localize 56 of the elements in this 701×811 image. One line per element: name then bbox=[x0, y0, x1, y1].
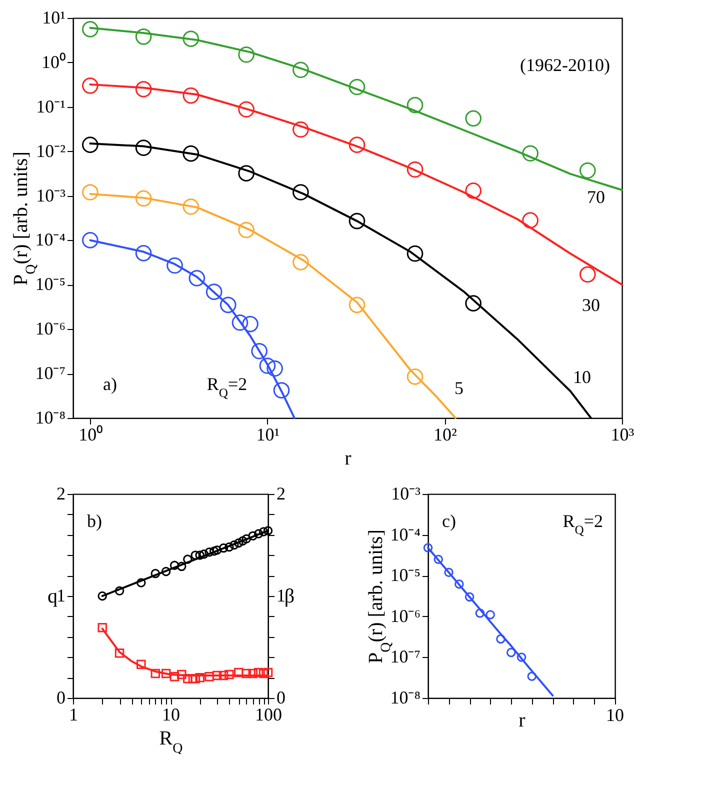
x-tick-label: 10¹ bbox=[256, 424, 280, 444]
point bbox=[423, 543, 433, 552]
y-tick-label: 2 bbox=[56, 484, 66, 504]
x-tick-label: 1 bbox=[69, 704, 78, 724]
point bbox=[444, 568, 454, 577]
y-tick-label: 10⁻¹ bbox=[36, 96, 66, 116]
y-axis-title: q bbox=[48, 586, 58, 608]
y-tick-label: 10¹ bbox=[42, 8, 66, 28]
annotation: 5 bbox=[454, 378, 464, 398]
y-tick-label: 10⁻⁶ bbox=[390, 606, 420, 626]
annotation: R$_{Q}$=2 bbox=[562, 511, 603, 537]
y-tick-label: 10⁻⁴ bbox=[390, 524, 420, 544]
point bbox=[454, 579, 464, 589]
x-axis-title: r bbox=[518, 710, 526, 732]
y-tick-label: 10⁰ bbox=[42, 52, 66, 72]
line-series bbox=[427, 546, 554, 697]
y-tick-label: 10⁻⁸ bbox=[35, 408, 66, 428]
x-tick-label: 10³ bbox=[610, 424, 635, 444]
y-tick-label: 1 bbox=[56, 586, 66, 606]
y2-axis-title: β bbox=[284, 586, 295, 608]
point bbox=[516, 652, 526, 662]
y-tick-label: 10⁻² bbox=[36, 140, 66, 161]
annotation: a) bbox=[103, 374, 117, 394]
y-tick-label: 0 bbox=[56, 688, 66, 708]
y2-tick-label: 2 bbox=[276, 484, 286, 504]
y2-tick-label: 0 bbox=[276, 688, 286, 708]
x-tick-label: 10² bbox=[434, 424, 457, 444]
x-tick-label: 10 bbox=[162, 704, 180, 724]
y-tick-label: 10⁻⁵ bbox=[390, 565, 420, 586]
y-tick-label: 10⁻⁶ bbox=[35, 318, 66, 339]
y-tick-label: 10⁻⁷ bbox=[390, 646, 420, 667]
x-axis-title: R$_{Q}$ bbox=[159, 728, 183, 756]
point bbox=[506, 648, 516, 658]
point bbox=[496, 634, 506, 644]
y-tick-label: 10⁻³ bbox=[36, 185, 66, 206]
y-tick-label: 10⁻⁷ bbox=[35, 363, 66, 384]
annotation: 10 bbox=[573, 367, 591, 387]
x-axis-title: r bbox=[344, 448, 352, 470]
annotation: (1962-2010) bbox=[520, 55, 610, 75]
annotation: 70 bbox=[587, 187, 605, 207]
y-tick-label: 10⁻⁴ bbox=[35, 230, 66, 250]
x-tick-label: 10⁰ bbox=[78, 424, 103, 444]
y-tick-label: 10⁻⁵ bbox=[35, 274, 66, 294]
annotation: R$_{Q}$=2 bbox=[206, 374, 248, 400]
point bbox=[434, 554, 444, 564]
point bbox=[527, 672, 537, 681]
y-tick-label: 10⁻⁸ bbox=[390, 688, 420, 708]
point bbox=[464, 592, 474, 602]
y-tick-label: 10⁻³ bbox=[391, 484, 422, 504]
annotation: b) bbox=[87, 511, 102, 531]
y2-tick-label: 1 bbox=[276, 586, 286, 606]
annotation: c) bbox=[442, 511, 456, 531]
annotation: 30 bbox=[582, 295, 600, 315]
x-tick-label: 100 bbox=[255, 704, 282, 724]
point bbox=[475, 608, 485, 618]
point bbox=[486, 610, 495, 620]
